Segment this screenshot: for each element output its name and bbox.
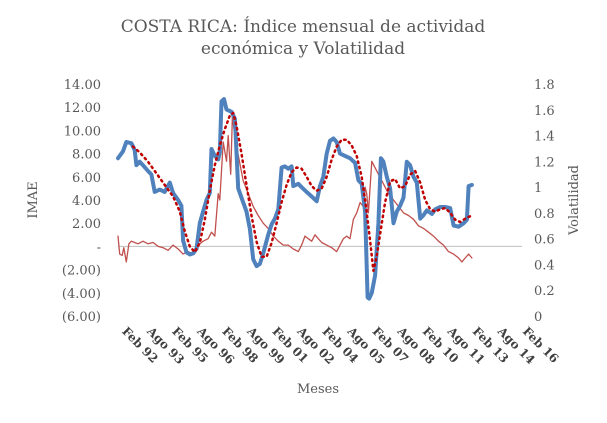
series-layer: [116, 97, 474, 301]
y2-tick-label: 0: [534, 310, 542, 325]
y2-tick-label: 1.2: [534, 155, 555, 170]
y-tick-label: 8.00: [72, 148, 101, 163]
y-tick-label: 4.00: [72, 194, 101, 209]
y2-tick-label: 1.8: [534, 78, 555, 93]
x-axis-label: Meses: [297, 382, 339, 397]
y-tick-label: (2.00): [62, 264, 101, 279]
y-tick-label: 2.00: [72, 217, 101, 232]
y-tick-label: (4.00): [62, 287, 101, 302]
chart-title-line-2: económica y Volatilidad: [201, 39, 405, 59]
y2-tick-label: 1: [534, 181, 542, 196]
y2-tick-label: 1.6: [534, 104, 555, 119]
y2-tick-label: 0.8: [534, 207, 555, 222]
y2-axis-label: Volatilidad: [567, 165, 582, 236]
series-tendencia-imae: [131, 111, 472, 273]
y2-tick-label: 0.2: [534, 284, 555, 299]
y-tick-label: -: [97, 240, 101, 255]
y-tick-label: 10.00: [64, 124, 101, 139]
y2-tick-label: 1.4: [534, 130, 555, 145]
y-axis-left: 14.00 12.00 10.00 8.00 6.00 4.00 2.00 - (2.00) (4…: [62, 78, 101, 325]
y-tick-label: (6.00): [62, 310, 101, 325]
chart-title-line-1: COSTA RICA: Índice mensual de actividad: [121, 16, 486, 37]
y2-tick-label: 0.4: [534, 258, 555, 273]
y-axis-right: 1.8 1.6 1.4 1.2 1 0.8 0.6 0.4 0.2 0: [534, 78, 555, 325]
y-axis-label: IMAE: [26, 181, 41, 218]
y-tick-label: 14.00: [64, 78, 101, 93]
y2-tick-label: 0.6: [534, 233, 555, 248]
series-imae: [116, 97, 474, 301]
y-tick-label: 6.00: [72, 171, 101, 186]
y-tick-label: 12.00: [64, 101, 101, 116]
series-volatilidad: [117, 115, 473, 263]
